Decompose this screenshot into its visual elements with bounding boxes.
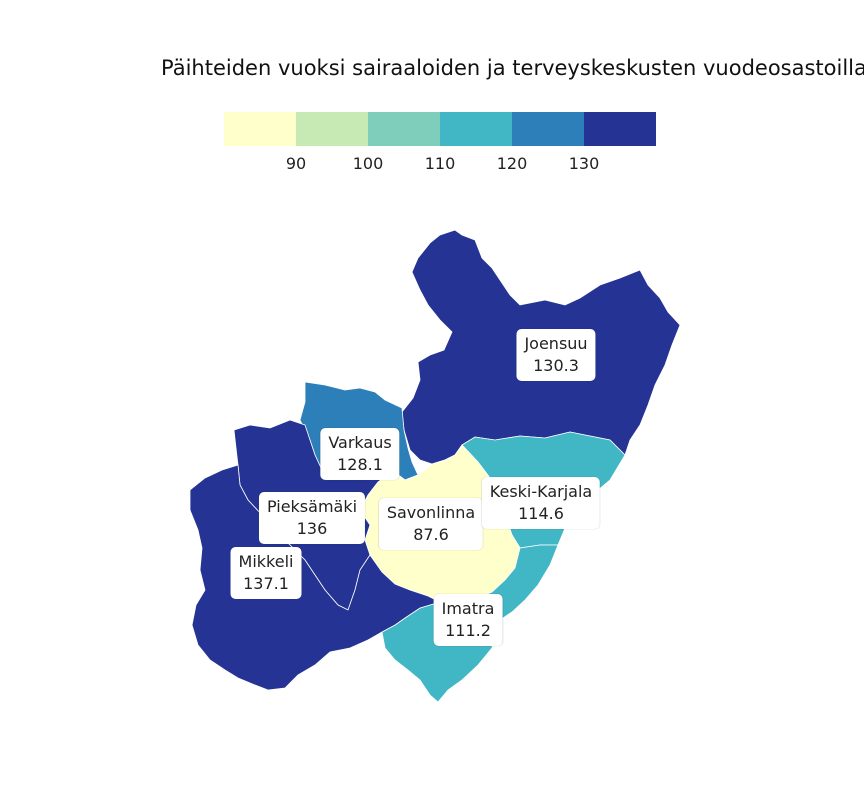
legend-tick: 120	[496, 154, 528, 173]
region-label: Joensuu 130.3	[516, 329, 596, 381]
region-label: Pieksämäki 136	[258, 492, 366, 544]
region-name: Varkaus	[328, 433, 392, 452]
region-label: Varkaus 128.1	[320, 428, 400, 480]
legend-tick: 130	[568, 154, 600, 173]
legend-swatch	[584, 112, 656, 146]
region-label: Imatra 111.2	[433, 594, 503, 646]
color-legend: 90 100 110 120 130	[224, 112, 656, 182]
legend-swatch	[440, 112, 512, 146]
region-name: Joensuu	[524, 334, 588, 353]
region-value: 114.6	[518, 504, 564, 523]
legend-swatch	[368, 112, 440, 146]
region-label: Mikkeli 137.1	[230, 547, 302, 599]
region-name: Savonlinna	[386, 503, 476, 522]
region-label: Keski-Karjala 114.6	[481, 477, 601, 529]
legend-tick: 90	[285, 154, 307, 173]
region-label: Savonlinna 87.6	[378, 498, 484, 550]
region-value: 87.6	[413, 525, 449, 544]
legend-tick: 100	[352, 154, 384, 173]
legend-swatch	[296, 112, 368, 146]
legend-swatch	[512, 112, 584, 146]
region-name: Pieksämäki	[266, 497, 358, 516]
region-value: 128.1	[337, 455, 383, 474]
region-name: Mikkeli	[238, 552, 294, 571]
region-value: 136	[296, 519, 328, 538]
region-value: 111.2	[445, 621, 491, 640]
legend-tick: 110	[424, 154, 456, 173]
region-name: Imatra	[441, 599, 495, 618]
region-value: 130.3	[533, 356, 579, 375]
region-value: 137.1	[243, 574, 289, 593]
legend-swatch	[224, 112, 296, 146]
region-name: Keski-Karjala	[489, 482, 593, 501]
map-title: Päihteiden vuoksi sairaaloiden ja tervey…	[161, 56, 864, 80]
